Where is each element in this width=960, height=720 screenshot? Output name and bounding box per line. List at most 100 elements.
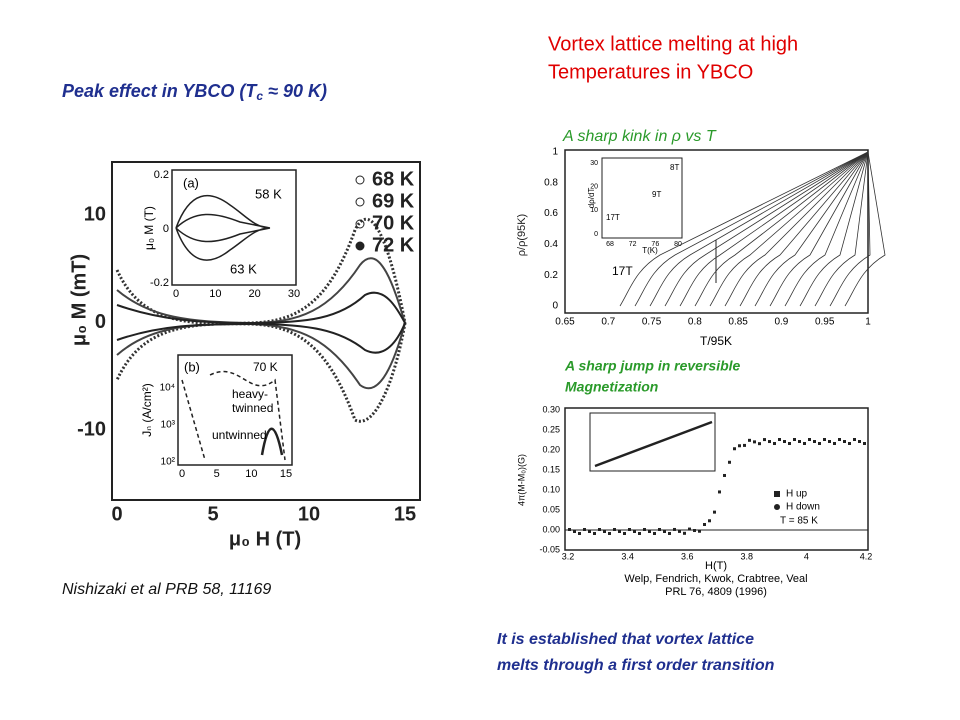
y-tick-label: -0.2 [150,277,169,289]
left-title: Peak effect in YBCO (Tc ≈ 90 K) [62,81,327,103]
y-tick-label: 0.05 [542,504,560,514]
m-point [598,528,601,531]
x-tick-label: 20 [249,288,261,300]
annotation: 17T [606,213,620,222]
m-point [723,473,726,477]
citation: Welp, Fendrich, Kwok, Crabtree, Veal [624,573,807,585]
right-title: Temperatures in YBCO [548,61,753,83]
x-tick-label: 68 [606,241,614,248]
inset-label: (a) [183,175,199,190]
y-tick-label: 0 [163,223,169,235]
frame [111,161,421,501]
x-tick-label: 4.2 [860,551,873,561]
x-tick-label: 76 [651,241,659,248]
y-label: ρ/ρ(95K) [516,214,528,256]
x-tick-label: 5 [207,503,218,525]
m-point [793,438,796,442]
m-point [753,440,756,444]
m-point [618,530,621,533]
inset-curves [260,427,284,456]
x-tick-label: 0.85 [728,317,748,328]
rho-curve [679,151,869,307]
y-tick-label: 1 [552,147,558,158]
m-point [603,530,606,533]
m-point [623,532,626,535]
legend-entry: 68 K [372,168,415,190]
y-tick-label: 0.30 [542,404,560,414]
y-tick-label: 0.8 [544,177,558,188]
inset-line [594,420,713,468]
x-tick-label: 0 [179,468,185,480]
m-point [653,531,656,535]
annotation: untwinned [212,428,267,442]
rho-curve [799,151,869,307]
m-point [773,442,776,446]
rho-curve [754,151,869,307]
legend-swatch [774,504,780,510]
y-tick-label: -0.05 [539,544,560,554]
rho-curve [724,151,869,307]
rho-curve [784,151,869,307]
m-point [813,440,816,444]
y-tick-label: 0.15 [542,464,560,474]
inset-curves [175,194,271,261]
m-point [828,440,831,443]
annotation: 58 K [255,186,282,201]
x-label: H(T) [705,560,727,572]
x-label: μ₀ H (T) [229,528,301,550]
annotation: 8T [670,163,679,172]
rho-curve [634,151,869,307]
x-tick-label: 4 [804,551,809,561]
y-tick-label: 0.20 [542,444,560,454]
caption: A sharp kink in ρ vs T [562,128,717,145]
legend-swatch [355,219,365,229]
x-tick-label: 0.95 [815,317,835,328]
m-point [583,528,586,531]
x-tick-label: 30 [288,288,300,300]
rho-curve [709,151,869,307]
rho-curve [829,151,871,307]
y-tick-label: 0 [95,311,106,333]
m-point [718,490,721,494]
m-point [818,442,821,445]
inset-curves [181,370,286,461]
y-tick-label: 0 [594,231,598,238]
x-tick-label: 0.8 [688,317,702,328]
m-point [668,531,671,535]
legend-entry: 69 K [372,190,415,212]
x-tick-label: 72 [629,241,637,248]
m-point [763,438,766,442]
legend-swatch [355,175,365,185]
m-point [848,442,851,445]
m-point [698,529,701,533]
x-tick-label: 3.2 [562,551,575,561]
annotation: heavy- [232,387,268,401]
caption: A sharp jump in reversible [564,358,741,374]
x-tick-label: 1 [865,317,871,328]
inset [601,157,683,239]
rho-curve [814,151,869,307]
rho-curve [619,151,869,307]
y-tick-label: 0.2 [544,270,558,281]
y-tick-label: 0.00 [542,524,560,534]
m-point [863,442,866,445]
inset-y-label: Jₙ (A/cm²) [140,383,154,436]
m-point [663,529,666,533]
m-point [613,528,616,531]
m-point [758,442,761,446]
x-tick-label: 80 [674,241,682,248]
rho-curve [769,151,869,307]
loop [116,291,407,354]
right-title: Vortex lattice melting at high [548,33,798,55]
x-tick-label: 10 [298,503,320,525]
conclusion: It is established that vortex lattice [497,631,754,648]
citation: Nishizaki et al PRB 58, 11169 [62,581,271,598]
y-tick-label: 0 [552,301,558,312]
m-point [823,438,826,441]
m-point [568,528,571,531]
x-tick-label: 0.9 [774,317,788,328]
m-point [628,528,631,531]
m-point [673,527,676,531]
m-point [768,440,771,444]
